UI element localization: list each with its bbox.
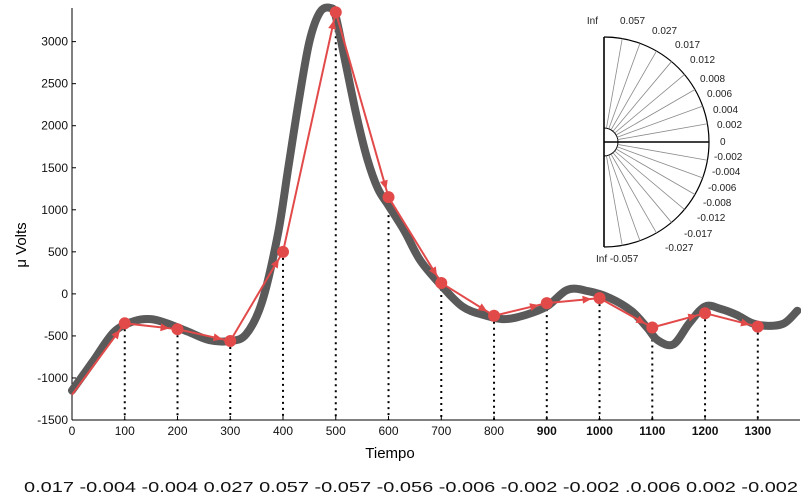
inset-label: 0.012 [690, 55, 715, 66]
y-tick-label: 2000 [41, 119, 68, 133]
x-tick-label: 0 [69, 424, 76, 438]
red-marker [171, 323, 184, 336]
inset-ray [617, 105, 703, 138]
red-arrowhead [160, 323, 170, 332]
x-tick-label: 200 [167, 424, 187, 438]
inset-label: -0.017 [684, 229, 713, 240]
x-tick-label: 700 [431, 424, 451, 438]
x-tick-label: 100 [115, 424, 135, 438]
red-arrowhead [740, 318, 751, 327]
y-tick-label: 2500 [41, 77, 68, 91]
inset-ray [610, 153, 657, 234]
inset-label: -0.008 [703, 198, 732, 209]
red-segment [282, 11, 337, 253]
inset-fan-diagram: Inf 0.057 0.027 0.017 0.012 0.008 0.006 0.004 0.… [587, 16, 743, 265]
inset-label: -0.006 [708, 183, 737, 194]
red-segment [334, 11, 390, 198]
red-arrowhead [687, 313, 698, 322]
x-ticks: 0 100 200 300 400 500 600 700 800 900 1000 1100 1200… [69, 416, 771, 438]
bottom-values-row: 0.017 -0.004 -0.004 0.027 0.057 -0.057 -… [24, 479, 798, 496]
inset-ray [614, 150, 685, 210]
red-arrowhead [212, 333, 223, 342]
red-marker [699, 307, 712, 320]
x-tick-label: 1100 [639, 424, 665, 438]
y-tick-label: 0 [61, 287, 68, 301]
y-tick-label: -1500 [37, 413, 68, 427]
red-arrowhead [635, 315, 646, 324]
inset-label: -0.027 [665, 243, 694, 254]
inset-ray [608, 155, 641, 241]
inset-label: Inf [587, 16, 598, 27]
x-tick-label: 900 [537, 424, 557, 438]
axes [71, 8, 800, 421]
x-tick-label: 800 [484, 424, 504, 438]
red-arrowhead [270, 258, 279, 269]
inset-ray [617, 123, 708, 140]
red-arrowhead [328, 20, 337, 30]
inset-ray [608, 43, 641, 129]
y-axis-title: μ Volts [13, 222, 30, 267]
red-arrowhead [582, 295, 592, 304]
red-marker [751, 320, 764, 333]
red-marker [540, 297, 553, 310]
inset-ray [615, 89, 696, 136]
inset-label: 0.004 [713, 105, 738, 116]
red-marker [118, 317, 131, 330]
inset-ray [610, 50, 657, 131]
series-gray-curve [68, 3, 801, 395]
red-marker [435, 276, 448, 289]
red-arrowhead [111, 329, 121, 340]
inset-ray [617, 146, 703, 179]
inset-label: 0.006 [707, 89, 732, 100]
red-marker [277, 245, 290, 258]
red-arrowhead [529, 303, 540, 311]
inset-ray [615, 148, 696, 195]
inset-ray [606, 38, 623, 129]
y-tick-label: -500 [44, 329, 68, 343]
red-marker [329, 6, 342, 19]
red-arrowhead [428, 266, 438, 277]
inset-ray [612, 61, 672, 132]
inset-label: -0.002 [714, 152, 743, 163]
inset-ray [614, 74, 685, 134]
x-tick-label: 500 [326, 424, 346, 438]
inset-label: 0.002 [717, 120, 742, 131]
inset-label: 0.017 [675, 40, 700, 51]
red-marker [224, 334, 237, 347]
inset-label: 0.027 [652, 26, 677, 37]
red-marker [488, 309, 501, 322]
series-red-markers [71, 6, 764, 396]
red-marker [382, 191, 395, 204]
inset-ray [606, 155, 623, 246]
y-tick-label: 1000 [41, 203, 68, 217]
inset-label: -0.012 [697, 213, 726, 224]
red-marker [646, 321, 659, 334]
red-marker [593, 292, 606, 305]
x-tick-label: 1200 [692, 424, 719, 438]
red-arrowhead [477, 303, 488, 312]
y-tick-label: -1000 [37, 371, 68, 385]
y-tick-label: 500 [48, 245, 68, 259]
y-tick-label: 1500 [41, 161, 68, 175]
x-tick-label: 300 [220, 424, 240, 438]
inset-label: 0 [720, 137, 726, 148]
inset-ray [617, 144, 708, 161]
x-tick-label: 400 [273, 424, 293, 438]
red-segment [229, 251, 284, 342]
x-tick-label: 1300 [744, 424, 771, 438]
x-tick-label: 1000 [586, 424, 613, 438]
dotted-drop-lines [123, 12, 759, 420]
x-tick-label: 600 [379, 424, 399, 438]
inset-ray [612, 152, 672, 223]
red-arrowhead [380, 179, 388, 190]
x-axis-title: Tiempo [365, 445, 414, 462]
inset-label: 0.008 [700, 74, 725, 85]
y-ticks: -1500 -1000 -500 0 500 1000 1500 2000 2500 3000 [37, 35, 76, 427]
y-tick-label: 3000 [41, 35, 68, 49]
inset-label: 0.057 [620, 16, 645, 27]
inset-label: -0.004 [712, 167, 741, 178]
inset-label-bottom: Inf -0.057 [596, 254, 639, 265]
gray-series-line [68, 3, 801, 395]
